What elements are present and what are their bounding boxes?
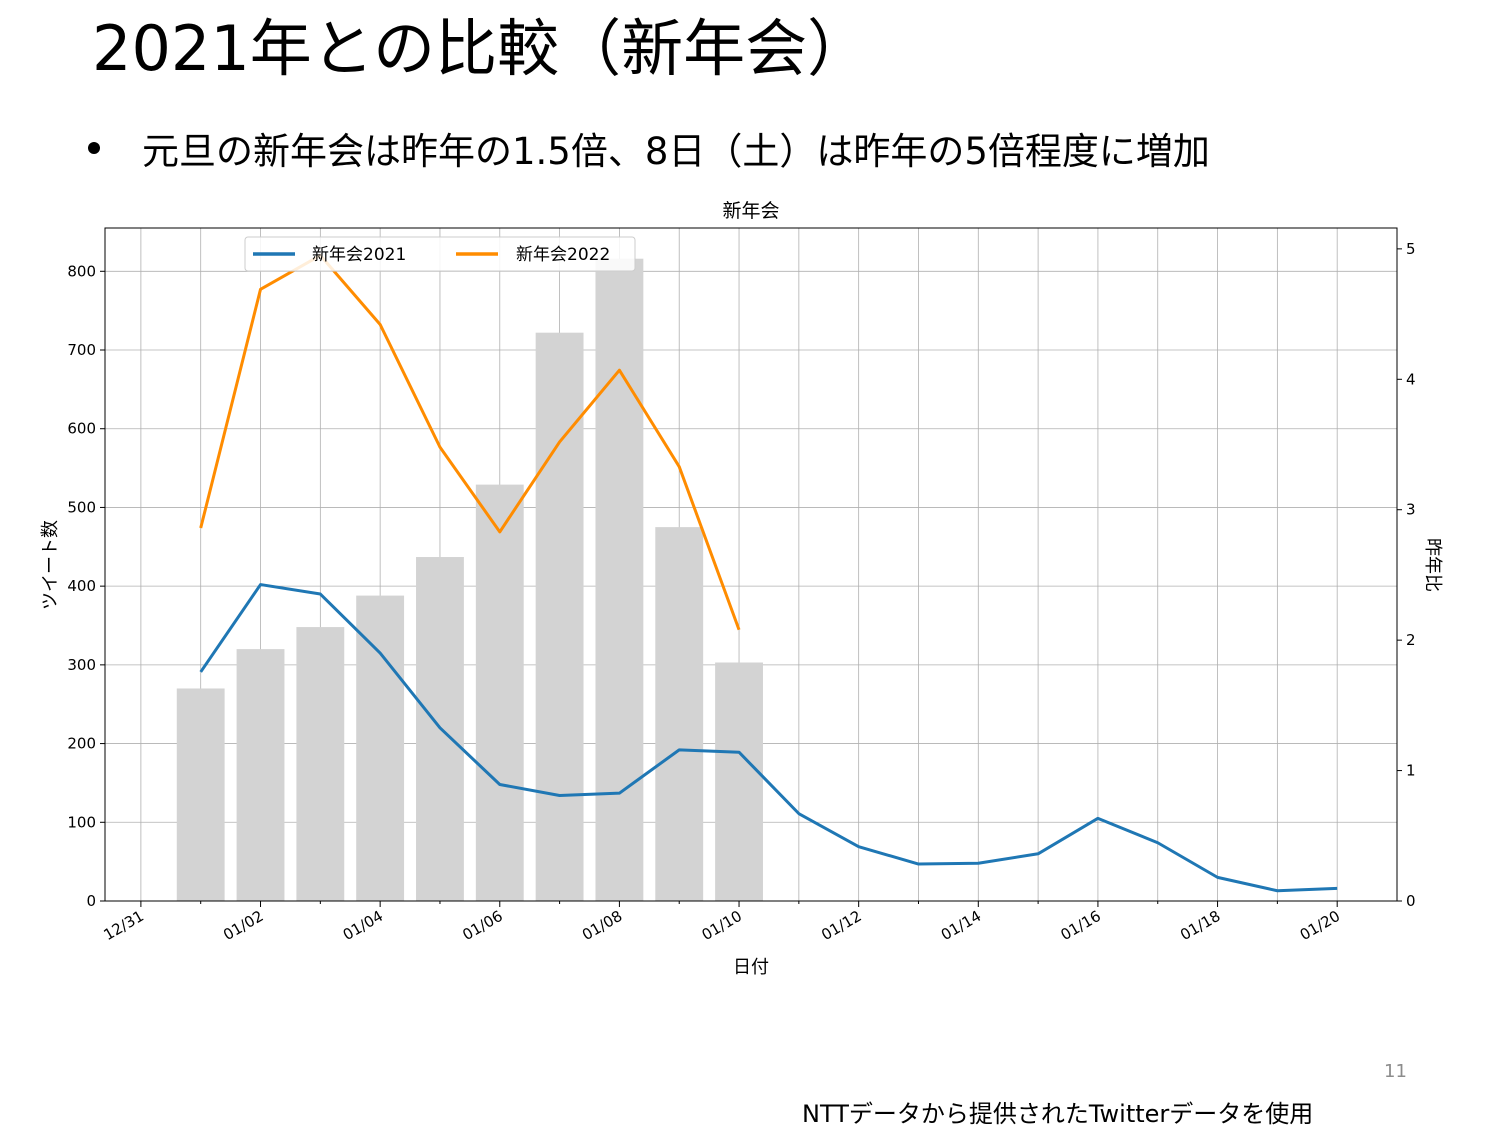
x-tick-label: 01/10 (699, 907, 745, 944)
y-tick-label: 100 (67, 813, 96, 831)
bar (236, 649, 285, 901)
y-tick-label: 800 (67, 262, 96, 280)
legend-label-2022: 新年会2022 (516, 245, 610, 265)
bullet-text: 元旦の新年会は昨年の1.5倍、8日（土）は昨年の5倍程度に増加 (142, 130, 1210, 173)
x-tick-label: 01/12 (818, 907, 864, 944)
x-tick-label: 01/06 (459, 907, 505, 944)
y-tick-label: 200 (67, 735, 96, 753)
y2-tick-label: 0 (1406, 892, 1416, 910)
legend-label-2021: 新年会2021 (312, 245, 406, 265)
bullet-dot-icon (88, 142, 100, 154)
series-line-2021 (199, 583, 1338, 893)
bullet-point: 元旦の新年会は昨年の1.5倍、8日（土）は昨年の5倍程度に増加 (88, 120, 1210, 176)
y-tick-label: 500 (67, 498, 96, 516)
series-line-2022 (199, 253, 741, 631)
chart: 0 100 200 300 400 500 600 700 800 0 1 2 3 4 5 12/31 01/0… (40, 200, 1443, 978)
legend-box (244, 236, 636, 272)
x-tick-label: 01/20 (1297, 907, 1343, 944)
chart-title: 新年会 (722, 200, 779, 222)
x-tick-label: 01/14 (938, 907, 984, 944)
y-tick-label: 600 (67, 420, 96, 438)
bar (655, 527, 704, 901)
y2-tick-label: 4 (1406, 370, 1416, 388)
x-tick-label: 01/02 (220, 907, 266, 944)
slide-title: 2021年との比較（新年会） (92, 12, 870, 85)
y-tick-label: 300 (67, 656, 96, 674)
y-tick-label: 700 (67, 341, 96, 359)
footer-note: NTTデータから提供されたTwitterデータを使用 (802, 1100, 1314, 1128)
bar-series (176, 258, 763, 901)
x-tick-label: 12/31 (100, 907, 146, 944)
y2-tick-label: 2 (1406, 631, 1416, 649)
y-tick-label: 400 (67, 577, 96, 595)
y-tick-label: 0 (86, 892, 96, 910)
bar (535, 332, 584, 901)
plot-area-frame (104, 227, 1398, 902)
x-tick-label: 01/08 (579, 907, 625, 944)
line-series (199, 253, 1338, 893)
bar (176, 688, 225, 901)
y2-tick-label: 1 (1406, 762, 1416, 780)
y-axis-label: ツイート数 (40, 520, 61, 610)
y2-tick-label: 3 (1406, 501, 1416, 519)
x-tick-label: 01/04 (340, 907, 386, 944)
bar (356, 595, 405, 901)
x-tick-label: 01/16 (1057, 907, 1103, 944)
bar (715, 662, 763, 901)
x-axis-label: 日付 (733, 957, 769, 978)
bar (595, 258, 644, 901)
bar (475, 484, 524, 901)
bar (296, 627, 345, 901)
x-tick-label: 01/18 (1177, 907, 1223, 944)
y2-tick-label: 5 (1406, 240, 1416, 258)
page-number: 11 (1384, 1061, 1407, 1082)
legend: 新年会2021 新年会2022 (244, 236, 636, 272)
y2-axis-label: 昨年比 (1422, 538, 1443, 592)
